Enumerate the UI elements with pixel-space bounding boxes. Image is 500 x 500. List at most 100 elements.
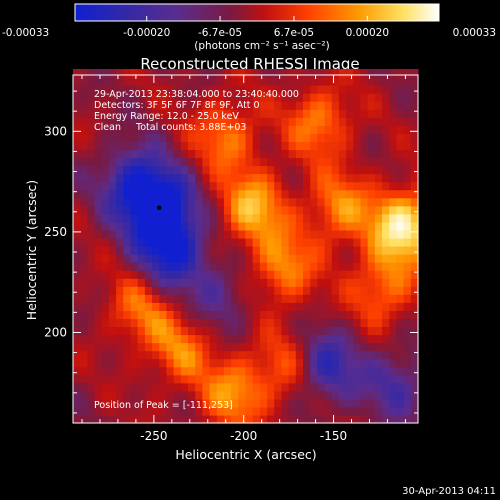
heatmap-cell [374,326,383,336]
heatmap-cell [367,350,376,360]
heatmap-cell [403,245,412,255]
heatmap-cell [252,294,261,303]
heatmap-cell [94,68,103,78]
heatmap-cell [116,270,124,279]
heatmap-cell [259,286,268,295]
heatmap-cell [94,326,103,336]
heatmap-cell [130,109,139,118]
heatmap-cell [101,358,110,368]
heatmap-cell [396,157,405,167]
heatmap-cell [188,181,196,191]
heatmap-cell [338,326,347,336]
heatmap-cell [317,278,326,287]
heatmap-cell [346,93,354,102]
heatmap-cell [346,382,354,392]
heatmap-cell [137,157,146,167]
heatmap-cell [94,93,103,102]
heatmap-cell [245,101,254,110]
heatmap-cell [216,133,225,142]
heatmap-cell [317,366,326,376]
heatmap-cell [295,398,304,408]
heatmap-cell [152,302,160,311]
heatmap-cell [331,109,340,118]
heatmap-cell [317,382,326,392]
heatmap-cell [87,334,96,344]
heatmap-cell [238,77,247,86]
heatmap-cell [259,125,268,134]
heatmap-cell [310,398,318,408]
heatmap-cell [202,109,211,118]
heatmap-cell [331,149,340,159]
heatmap-cell [73,157,81,167]
heatmap-cell [360,406,369,416]
heatmap-cell [346,237,354,247]
heatmap-cell [231,221,239,231]
heatmap-cell [231,229,239,239]
heatmap-cell [274,237,283,247]
heatmap-cell [238,318,247,328]
heatmap-cell [346,141,354,151]
heatmap-cell [94,205,103,215]
heatmap-cell [137,358,146,368]
heatmap-cell [216,302,225,311]
heatmap-cell [87,229,96,239]
heatmap-cell [173,294,182,303]
heatmap-cell [94,237,103,247]
heatmap-cell [73,221,81,231]
heatmap-cell [188,342,196,352]
heatmap-cell [317,414,326,424]
heatmap-cell [281,294,290,303]
heatmap-cell [288,165,297,175]
heatmap-cell [173,157,182,167]
minimum-dot [156,205,162,211]
heatmap-cell [130,93,139,102]
heatmap-cell [180,302,189,311]
heatmap-cell [130,406,139,416]
heatmap-cell [346,245,354,255]
heatmap-cell [360,270,369,279]
heatmap-cell [310,286,318,295]
heatmap-cell [317,181,326,191]
heatmap-cell [338,125,347,134]
heatmap-cell [94,374,103,384]
heatmap-cell [238,93,247,102]
heatmap-cell [288,318,297,328]
heatmap-cell [123,302,132,311]
heatmap-cell [166,205,175,215]
heatmap-cell [73,189,81,199]
heatmap-cell [360,318,369,328]
heatmap-cell [382,302,390,311]
heatmap-cell [259,398,268,408]
heatmap-cell [346,181,354,191]
heatmap-cell [374,125,383,134]
heatmap-cell [346,278,354,287]
heatmap-cell [360,93,369,102]
heatmap-cell [108,294,117,303]
heatmap-cell [152,77,160,86]
heatmap-cell [195,77,203,86]
heatmap-cell [281,406,290,416]
heatmap-cell [87,157,96,167]
heatmap-cell [166,85,175,94]
colorbar-tick-label: 6.7e-05 [274,27,314,39]
heatmap-cell [281,189,290,199]
heatmap-cell [410,197,419,207]
heatmap-cell [403,382,412,392]
heatmap-cell [195,270,203,279]
heatmap-cell [152,406,160,416]
heatmap-cell [382,406,390,416]
heatmap-cell [166,117,175,126]
heatmap-cell [259,109,268,118]
heatmap-cell [310,334,318,344]
heatmap-cell [144,93,153,102]
heatmap-cell [353,334,362,344]
heatmap-cell [346,125,354,134]
heatmap-cell [188,406,196,416]
heatmap-cell [152,254,160,263]
heatmap-cell [238,382,247,392]
heatmap-cell [195,181,203,191]
heatmap-cell [159,93,168,102]
heatmap-cell [180,125,189,134]
heatmap-cell [303,117,311,126]
heatmap-cell [223,133,232,142]
